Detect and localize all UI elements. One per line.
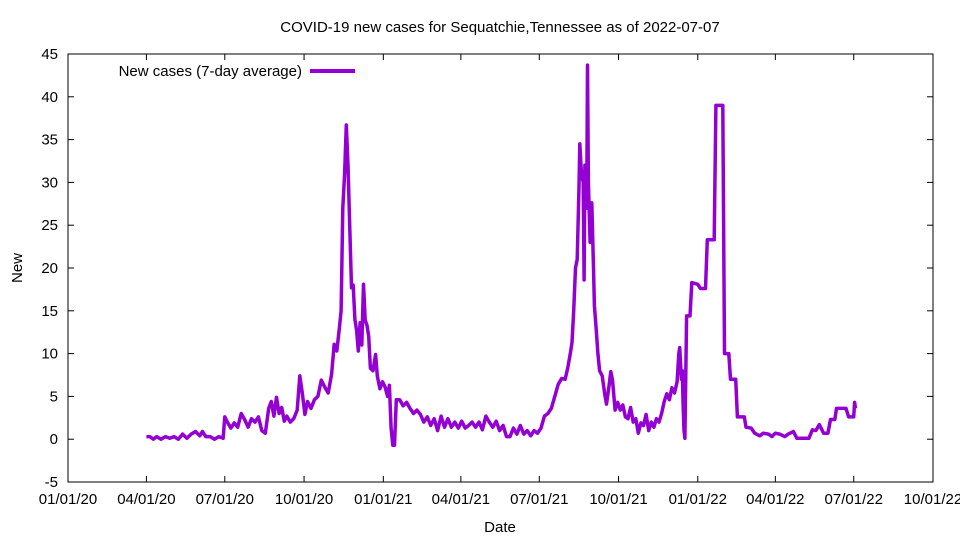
x-axis-label: Date [484,519,516,536]
series-line-0 [146,63,858,447]
y-axis-label: New [9,253,26,283]
y-tick-label: 45 [41,46,58,63]
y-tick-label: 40 [41,89,58,106]
x-tick-label: 10/01/20 [275,491,333,508]
legend: New cases (7-day average) [119,63,355,80]
y-axis: -5 0 5 10 15 20 25 30 35 40 45 [41,46,933,491]
x-tick-label: 01/01/20 [39,491,97,508]
x-tick-label: 04/01/22 [746,491,804,508]
series-group [146,63,858,447]
y-tick-label: 25 [41,217,58,234]
y-tick-label: -5 [45,474,58,491]
x-tick-label: 10/01/22 [904,491,960,508]
x-tick-label: 07/01/21 [510,491,568,508]
y-tick-label: 15 [41,303,58,320]
x-tick-label: 01/01/22 [669,491,727,508]
x-tick-label: 07/01/22 [825,491,883,508]
y-tick-label: 5 [50,388,58,405]
chart-title: COVID-19 new cases for Sequatchie,Tennes… [280,19,719,36]
y-tick-label: 35 [41,132,58,149]
x-tick-label: 01/01/21 [354,491,412,508]
x-tick-label: 04/01/20 [117,491,175,508]
x-tick-label: 04/01/21 [432,491,490,508]
legend-label: New cases (7-day average) [119,63,302,80]
y-tick-label: 30 [41,174,58,191]
x-tick-label: 07/01/20 [196,491,254,508]
plot-border [67,53,934,483]
y-tick-label: 10 [41,346,58,363]
y-tick-label: 20 [41,260,58,277]
y-tick-label: 0 [50,431,58,448]
x-tick-label: 10/01/21 [589,491,647,508]
